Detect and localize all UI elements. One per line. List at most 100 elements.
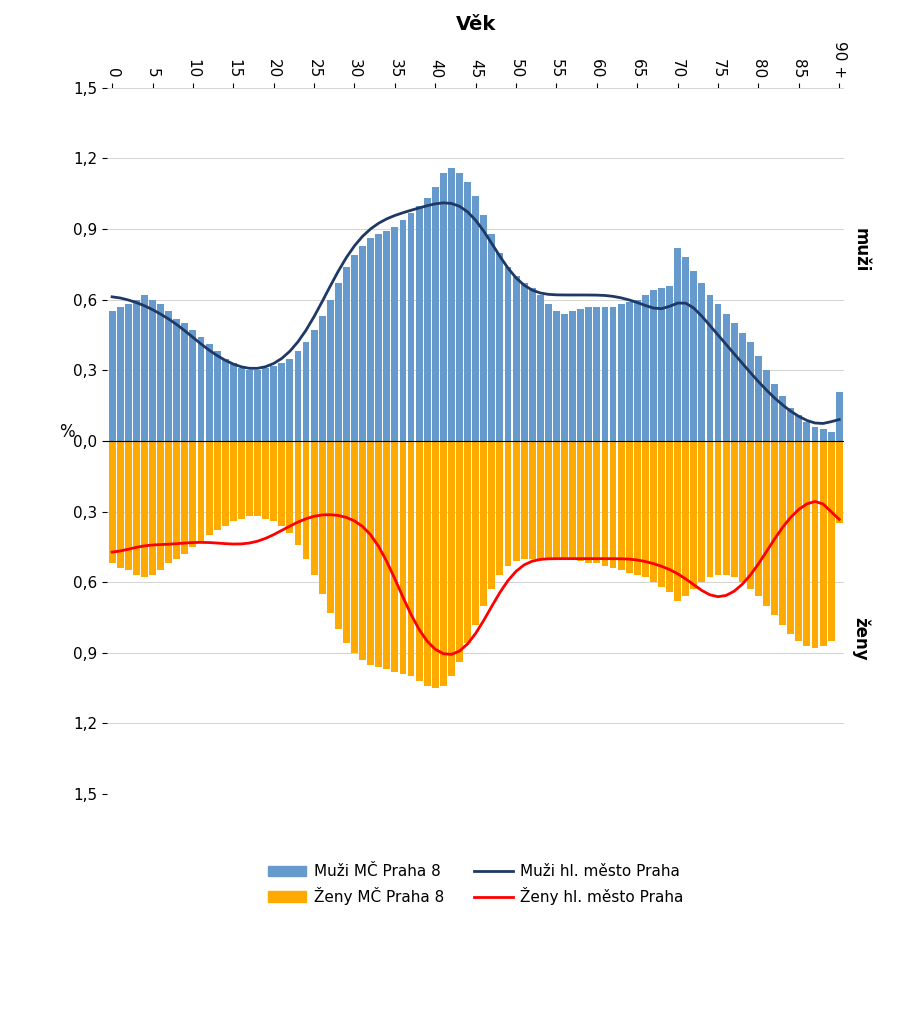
Bar <box>367 441 374 665</box>
Bar <box>480 215 486 441</box>
Ženy hl. město Praha <box>728 586 739 598</box>
Bar <box>819 430 825 441</box>
Bar <box>512 441 519 561</box>
Bar <box>763 371 769 441</box>
Muži hl. město Praha <box>728 347 739 360</box>
Bar <box>665 441 672 592</box>
Legend: Muži MČ Praha 8, Ženy MČ Praha 8, Muži hl. město Praha, Ženy hl. město Praha: Muži MČ Praha 8, Ženy MČ Praha 8, Muži h… <box>261 858 689 911</box>
Bar <box>189 330 196 441</box>
Bar <box>125 305 131 441</box>
Bar <box>665 286 672 441</box>
Bar <box>399 220 406 441</box>
Bar <box>198 337 204 441</box>
Bar <box>165 441 172 563</box>
Bar <box>827 441 834 641</box>
Bar <box>319 316 325 441</box>
Bar <box>456 441 463 663</box>
Bar <box>157 441 164 570</box>
Bar <box>141 295 148 441</box>
Bar <box>133 441 139 575</box>
Muži hl. město Praha <box>276 353 287 365</box>
Bar <box>230 364 237 441</box>
Bar <box>213 352 220 441</box>
Bar <box>456 172 463 441</box>
Bar <box>834 441 842 524</box>
Bar <box>746 342 753 441</box>
Bar <box>722 314 729 441</box>
Bar <box>181 323 188 441</box>
Bar <box>617 441 624 570</box>
Bar <box>545 305 551 441</box>
Bar <box>633 300 640 441</box>
Bar <box>261 368 269 441</box>
Bar <box>261 441 269 519</box>
Bar <box>439 172 446 441</box>
Title: Věk: Věk <box>456 15 496 34</box>
Bar <box>391 441 398 672</box>
Bar <box>552 441 559 558</box>
Bar <box>641 295 648 441</box>
Bar <box>351 441 357 652</box>
Bar <box>334 284 342 441</box>
Bar <box>270 441 277 521</box>
Bar <box>593 307 599 441</box>
Bar <box>771 441 777 615</box>
Bar <box>706 441 712 577</box>
Bar <box>334 441 342 629</box>
Bar <box>496 441 503 575</box>
Ženy hl. město Praha <box>276 525 287 537</box>
Bar <box>528 441 535 558</box>
Bar <box>730 441 737 577</box>
Bar <box>673 441 681 601</box>
Ženy hl. město Praha <box>534 553 545 565</box>
Bar <box>609 441 616 568</box>
Bar <box>221 359 229 441</box>
Bar <box>520 441 527 558</box>
Bar <box>326 300 333 441</box>
Bar <box>537 441 543 558</box>
Bar <box>803 441 810 645</box>
Bar <box>763 441 769 606</box>
Bar <box>617 305 624 441</box>
Bar <box>520 284 527 441</box>
Bar <box>326 441 333 613</box>
Bar <box>278 441 285 526</box>
Bar <box>302 342 309 441</box>
Muži hl. město Praha <box>816 417 827 430</box>
Bar <box>794 441 802 641</box>
Bar <box>181 441 188 554</box>
Ženy hl. město Praha <box>107 546 118 558</box>
Bar <box>609 307 616 441</box>
Bar <box>633 441 640 575</box>
Bar <box>464 182 470 441</box>
Ženy hl. město Praha <box>292 516 303 528</box>
Bar <box>351 255 357 441</box>
Bar <box>407 441 414 677</box>
Muži hl. město Praha <box>292 335 303 347</box>
Bar <box>585 441 591 563</box>
Bar <box>496 252 503 441</box>
Bar <box>278 364 285 441</box>
Bar <box>359 441 365 659</box>
Bar <box>819 441 825 645</box>
Bar <box>375 441 382 667</box>
Ženy hl. město Praha <box>833 514 844 526</box>
Bar <box>254 441 261 517</box>
Bar <box>681 257 689 441</box>
Bar <box>407 213 414 441</box>
Bar <box>834 391 842 441</box>
Bar <box>294 441 301 545</box>
Bar <box>746 441 753 590</box>
Bar <box>738 441 745 582</box>
Bar <box>722 441 729 575</box>
Bar <box>673 248 681 441</box>
Text: muži: muži <box>851 228 868 272</box>
Bar <box>786 441 793 634</box>
Bar <box>585 307 591 441</box>
Bar <box>311 330 317 441</box>
Bar <box>117 307 124 441</box>
Bar <box>343 266 350 441</box>
Bar <box>730 323 737 441</box>
Bar <box>698 284 704 441</box>
Bar <box>568 311 576 441</box>
